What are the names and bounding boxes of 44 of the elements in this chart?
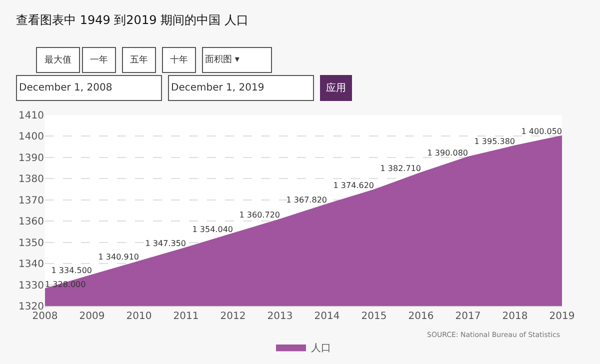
data-label: 1 340.910 <box>98 252 139 262</box>
chart-title: 查看图表中 1949 到2019 期间的中国 人口 <box>16 13 248 27</box>
data-label: 1 374.620 <box>333 181 374 190</box>
x-tick-label: 2014 <box>314 311 340 322</box>
text: December 1, 2008 <box>19 82 112 94</box>
x-tick-label: 2016 <box>408 311 434 322</box>
data-label: 1 395.380 <box>474 137 515 146</box>
data-label: 1 328.000 <box>45 280 86 290</box>
text: 应用 <box>326 82 346 94</box>
data-label: 1 390.080 <box>427 148 468 158</box>
y-tick-label: 1390 <box>18 152 44 164</box>
legend-label: 人口 <box>311 343 331 354</box>
y-tick-label: 1370 <box>18 195 44 206</box>
x-tick-label: 2012 <box>220 311 246 322</box>
text: 五年 <box>130 54 148 66</box>
text: 一年 <box>90 54 108 66</box>
text: 面积图 ▾ <box>205 55 240 65</box>
x-tick-label: 2010 <box>126 311 152 322</box>
text: December 1, 2019 <box>171 82 264 94</box>
text: 十年 <box>170 54 188 66</box>
x-tick-label: 2008 <box>32 311 58 322</box>
data-label: 1 367.820 <box>286 196 327 205</box>
data-label: 1 360.720 <box>239 210 280 220</box>
x-tick-label: 2013 <box>267 311 293 322</box>
y-tick-label: 1360 <box>18 216 44 228</box>
x-tick-label: 2018 <box>502 311 528 322</box>
text: 最大值 <box>44 54 72 66</box>
y-tick-label: 1380 <box>18 174 44 186</box>
data-label: 1 334.500 <box>51 266 92 276</box>
data-label: 1 400.050 <box>521 127 562 136</box>
data-label: 1 382.710 <box>380 164 421 173</box>
x-tick-label: 2017 <box>455 311 481 322</box>
y-tick-label: 1330 <box>18 280 44 292</box>
x-tick-label: 2009 <box>79 311 105 322</box>
y-tick-label: 1340 <box>18 259 44 270</box>
x-tick-label: 2019 <box>549 311 575 322</box>
x-tick-label: 2011 <box>173 311 199 322</box>
data-label: 1 354.040 <box>192 224 233 234</box>
data-label: 1 347.350 <box>145 238 186 248</box>
y-tick-label: 1410 <box>18 110 44 122</box>
y-tick-label: 1350 <box>18 238 44 249</box>
y-tick-label: 1320 <box>18 302 44 312</box>
y-tick-label: 1400 <box>18 132 44 143</box>
x-tick-label: 2015 <box>361 311 387 322</box>
